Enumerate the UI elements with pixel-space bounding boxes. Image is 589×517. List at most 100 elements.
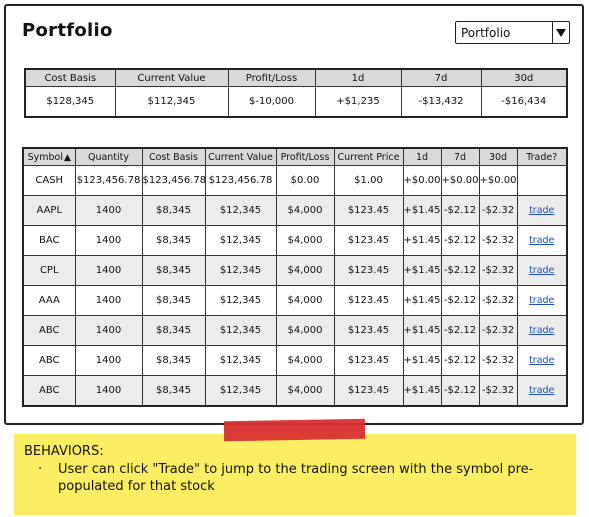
cell-quantity: 1400	[74, 315, 143, 346]
trade-link[interactable]: trade	[529, 325, 555, 336]
cell-profit-loss: $4,000	[275, 195, 335, 226]
cell-cost-basis: $8,345	[141, 345, 206, 376]
cell-current-price: $1.00	[333, 165, 404, 196]
cell-30d: -$2.32	[478, 225, 518, 256]
cell-current-price: $123.45	[333, 225, 404, 256]
trade-link[interactable]: trade	[529, 295, 555, 306]
column-header-7d: 7d	[440, 147, 480, 166]
cell-current-value: $12,345	[204, 345, 277, 376]
view-select[interactable]: Portfolio	[455, 21, 570, 44]
cell-current-price: $123.45	[333, 345, 404, 376]
cell-current-value: $12,345	[204, 375, 277, 407]
summary-header-1d: 1d	[314, 68, 402, 87]
cell-quantity: 1400	[74, 375, 143, 407]
cell-current-value: $12,345	[204, 225, 277, 256]
summary-header-row: Cost Basis Current Value Profit/Loss 1d …	[24, 68, 568, 87]
cell-1d: +$1.45	[402, 255, 442, 286]
cell-1d: +$1.45	[402, 375, 442, 407]
trade-link[interactable]: trade	[529, 355, 555, 366]
cell-symbol: AAA	[22, 285, 76, 316]
chevron-down-icon[interactable]	[552, 22, 569, 43]
cell-profit-loss: $4,000	[275, 255, 335, 286]
column-header-symbol-label: Symbol	[27, 151, 63, 163]
bullet-icon: ·	[38, 462, 43, 477]
cell-7d: -$2.12	[440, 285, 480, 316]
cell-cost-basis: $8,345	[141, 375, 206, 407]
trade-link[interactable]: trade	[529, 265, 555, 276]
column-header-30d: 30d	[478, 147, 518, 166]
cell-1d: +$1.45	[402, 345, 442, 376]
cell-7d: +$0.00	[440, 165, 480, 196]
cell-quantity: 1400	[74, 345, 143, 376]
cell-quantity: 1400	[74, 285, 143, 316]
cell-current-value: $123,456.78	[204, 165, 277, 196]
cell-7d: -$2.12	[440, 255, 480, 286]
cell-1d: +$1.45	[402, 285, 442, 316]
summary-7d: -$13,432	[400, 86, 482, 118]
cell-30d: -$2.32	[478, 255, 518, 286]
cell-current-value: $12,345	[204, 285, 277, 316]
trade-link[interactable]: trade	[529, 205, 555, 216]
trade-link[interactable]: trade	[529, 385, 555, 396]
summary-header-30d: 30d	[480, 68, 568, 87]
page-title: Portfolio	[22, 20, 113, 41]
column-header-current-price: Current Price	[333, 147, 404, 166]
cell-30d: +$0.00	[478, 165, 518, 196]
cell-profit-loss: $4,000	[275, 345, 335, 376]
cell-symbol: ABC	[22, 375, 76, 407]
summary-cost-basis: $128,345	[24, 86, 116, 118]
summary-header-current-value: Current Value	[114, 68, 229, 87]
summary-table: Cost Basis Current Value Profit/Loss 1d …	[24, 68, 568, 118]
cell-trade: trade	[516, 255, 568, 286]
cell-profit-loss: $0.00	[275, 165, 335, 196]
cell-trade	[516, 165, 568, 196]
cell-7d: -$2.12	[440, 345, 480, 376]
cell-quantity: 1400	[74, 255, 143, 286]
summary-current-value: $112,345	[114, 86, 229, 118]
table-row: BAC 1400 $8,345 $12,345 $4,000 $123.45 +…	[22, 225, 568, 256]
table-row: ABC 1400 $8,345 $12,345 $4,000 $123.45 +…	[22, 345, 568, 376]
sort-ascending-icon[interactable]: ▲	[63, 152, 71, 163]
cell-trade: trade	[516, 375, 568, 407]
cell-current-price: $123.45	[333, 195, 404, 226]
cell-symbol: CPL	[22, 255, 76, 286]
table-row: ABC 1400 $8,345 $12,345 $4,000 $123.45 +…	[22, 375, 568, 407]
cell-trade: trade	[516, 345, 568, 376]
cell-current-price: $123.45	[333, 255, 404, 286]
cell-current-price: $123.45	[333, 315, 404, 346]
column-header-current-value: Current Value	[204, 147, 277, 166]
tape-strip	[223, 418, 366, 442]
cell-trade: trade	[516, 225, 568, 256]
note-bullet-text: User can click "Trade" to jump to the tr…	[58, 462, 534, 494]
cell-1d: +$0.00	[402, 165, 442, 196]
cell-cost-basis: $8,345	[141, 315, 206, 346]
table-row: CASH $123,456.78 $123,456.78 $123,456.78…	[22, 165, 568, 196]
column-header-1d: 1d	[402, 147, 442, 166]
summary-header-profit-loss: Profit/Loss	[227, 68, 316, 87]
column-header-symbol[interactable]: Symbol▲	[22, 147, 76, 166]
cell-profit-loss: $4,000	[275, 285, 335, 316]
table-row: CPL 1400 $8,345 $12,345 $4,000 $123.45 +…	[22, 255, 568, 286]
cell-30d: -$2.32	[478, 195, 518, 226]
cell-quantity: $123,456.78	[74, 165, 143, 196]
summary-30d: -$16,434	[480, 86, 568, 118]
cell-symbol: AAPL	[22, 195, 76, 226]
cell-cost-basis: $8,345	[141, 225, 206, 256]
cell-symbol: ABC	[22, 315, 76, 346]
column-header-cost-basis: Cost Basis	[141, 147, 206, 166]
cell-profit-loss: $4,000	[275, 375, 335, 407]
cell-trade: trade	[516, 195, 568, 226]
note-bullet: · User can click "Trade" to jump to the …	[24, 461, 564, 495]
cell-profit-loss: $4,000	[275, 315, 335, 346]
cell-1d: +$1.45	[402, 225, 442, 256]
cell-1d: +$1.45	[402, 195, 442, 226]
summary-profit-loss: $-10,000	[227, 86, 316, 118]
cell-current-value: $12,345	[204, 195, 277, 226]
column-header-quantity: Quantity	[74, 147, 143, 166]
trade-link[interactable]: trade	[529, 235, 555, 246]
cell-cost-basis: $123,456.78	[141, 165, 206, 196]
summary-header-7d: 7d	[400, 68, 482, 87]
table-row: AAA 1400 $8,345 $12,345 $4,000 $123.45 +…	[22, 285, 568, 316]
cell-symbol: BAC	[22, 225, 76, 256]
cell-current-value: $12,345	[204, 255, 277, 286]
